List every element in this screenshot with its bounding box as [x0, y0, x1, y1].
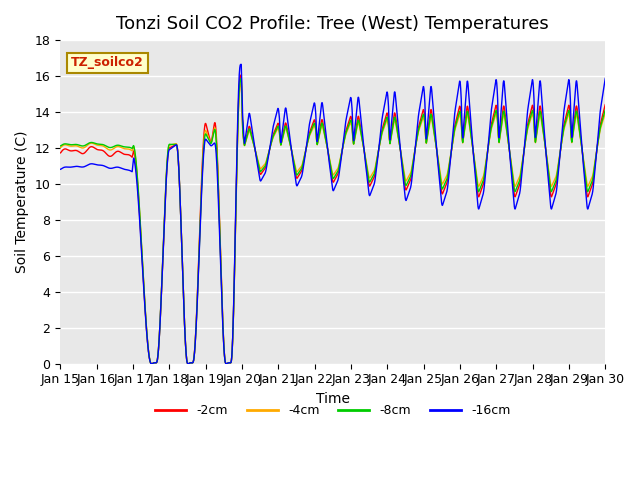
Y-axis label: Soil Temperature (C): Soil Temperature (C) — [15, 131, 29, 273]
Title: Tonzi Soil CO2 Profile: Tree (West) Temperatures: Tonzi Soil CO2 Profile: Tree (West) Temp… — [116, 15, 549, 33]
Text: TZ_soilco2: TZ_soilco2 — [71, 56, 144, 69]
Legend: -2cm, -4cm, -8cm, -16cm: -2cm, -4cm, -8cm, -16cm — [150, 399, 515, 422]
X-axis label: Time: Time — [316, 392, 350, 406]
